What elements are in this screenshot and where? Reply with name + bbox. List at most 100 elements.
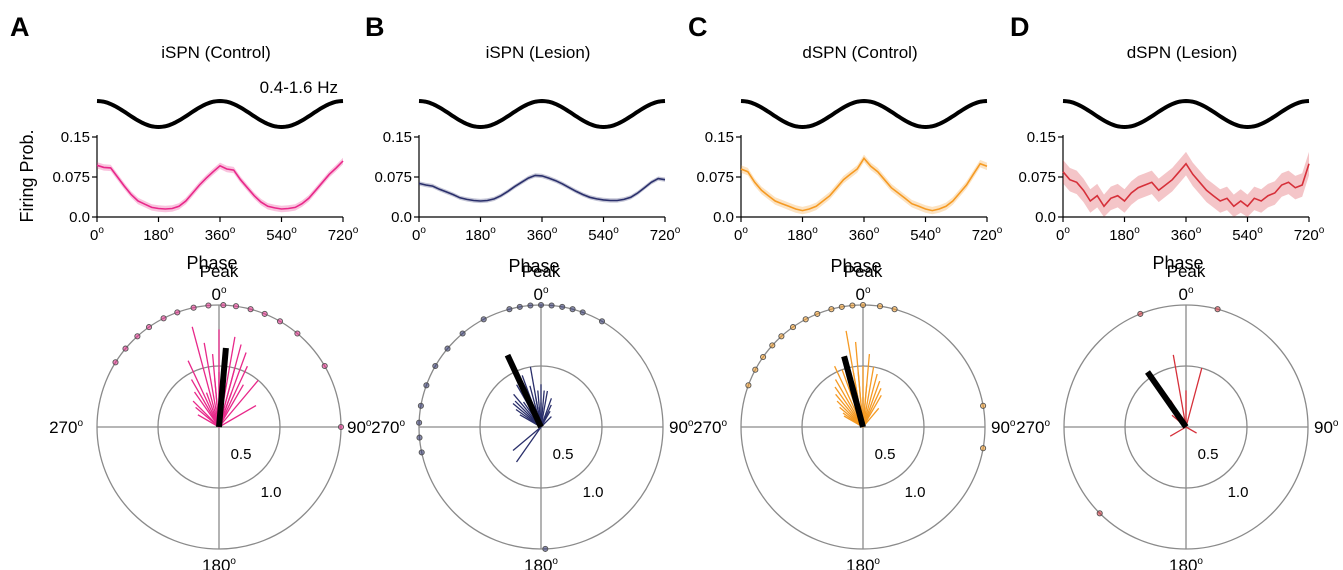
x-axis-label: Phase [508,256,559,276]
x-tick-label: 360o [205,225,236,244]
unit-marker [980,402,987,409]
unit-vector [191,326,220,428]
polar-peak-label: Peak [1167,262,1206,281]
polar-right-deg: 90o [991,418,1016,437]
unit-marker [432,362,439,370]
unit-vector [218,405,257,428]
unit-vector [1185,426,1197,434]
y-tick-label: 0.075 [374,169,412,186]
unit-marker [760,353,767,361]
y-tick-label: 0.0 [69,209,90,226]
unit-marker [1214,306,1221,313]
polar-r-outer: 1.0 [1228,484,1249,501]
polar-r-inner: 0.5 [553,446,574,463]
y-tick-label: 0.15 [1027,129,1056,146]
x-tick-label: 180o [465,225,496,244]
y-tick-label: 0.15 [383,129,412,146]
x-tick-label: 720o [650,225,681,244]
sem-band [741,154,987,215]
unit-vector [195,406,220,428]
polar-top-deg: 0o [211,285,226,304]
polar-top-deg: 0o [533,285,548,304]
unit-marker [769,342,776,349]
y-axis-label: Firing Prob. [17,129,37,222]
polar-peak-label: Peak [844,262,883,281]
panel-title: dSPN (Lesion) [1127,43,1238,62]
unit-marker [1096,510,1103,517]
unit-marker [778,333,785,340]
polar-right-deg: 90o [669,418,694,437]
unit-marker [174,309,181,316]
mean-vector [216,347,229,428]
unit-marker [423,382,430,389]
mean-vector [1145,370,1189,429]
unit-vector [218,384,244,428]
polar-bottom-deg: 180o [524,556,558,570]
unit-vector [1185,367,1203,428]
unit-marker [232,303,240,310]
stimulus-sinusoid [418,98,666,130]
unit-marker [752,366,759,373]
unit-marker [276,318,284,325]
x-tick-label: 180o [143,225,174,244]
mean-vector [841,355,866,428]
x-axis-label: Phase [186,253,237,273]
unit-marker [122,345,129,352]
unit-marker [247,306,254,313]
x-tick-label: 0o [90,225,104,244]
x-tick-label: 360o [849,225,880,244]
sem-band [1063,151,1309,217]
x-tick-label: 180o [787,225,818,244]
unit-marker [321,362,328,370]
polar-r-inner: 0.5 [231,446,252,463]
unit-vector [197,414,220,428]
unit-marker [416,434,423,441]
unit-marker [416,419,423,426]
x-axis-label: Phase [1152,253,1203,273]
polar-bottom-deg: 180o [202,556,236,570]
x-tick-label: 360o [527,225,558,244]
unit-marker [745,382,752,389]
polar-r-outer: 1.0 [905,484,926,501]
unit-marker [337,423,345,431]
unit-marker [220,302,227,309]
polar-left-deg: 270o [1016,418,1050,437]
polar-r-outer: 1.0 [261,484,282,501]
polar-bottom-deg: 180o [846,556,880,570]
polar-right-deg: 90o [347,418,372,437]
panel-letter: D [1010,12,1030,42]
unit-marker [1137,310,1144,317]
panel-letter: A [10,12,30,42]
panel-letter: B [365,12,385,42]
stimulus-sinusoid [96,98,344,130]
unit-marker [802,316,809,323]
unit-vector [187,360,220,428]
unit-marker [849,302,856,309]
polar-left-deg: 270o [693,418,727,437]
unit-marker [459,330,466,337]
polar-top-deg: 0o [855,285,870,304]
polar-r-inner: 0.5 [1198,446,1219,463]
unit-marker [569,306,576,313]
unit-vector [862,380,881,428]
unit-vector [540,390,545,428]
unit-marker [598,318,606,325]
unit-marker [418,449,425,456]
panel-title: iSPN (Lesion) [486,43,591,62]
unit-marker [559,303,566,310]
unit-vector [190,379,220,428]
polar-peak-label: Peak [522,262,561,281]
unit-marker [838,303,845,310]
unit-marker [205,302,212,309]
x-tick-label: 180o [1109,225,1140,244]
unit-marker [516,303,523,310]
y-tick-label: 0.15 [705,129,734,146]
x-tick-label: 540o [266,225,297,244]
x-tick-label: 720o [972,225,1003,244]
y-tick-label: 0.075 [696,169,734,186]
x-axis-label: Phase [830,256,881,276]
polar-left-deg: 270o [371,418,405,437]
